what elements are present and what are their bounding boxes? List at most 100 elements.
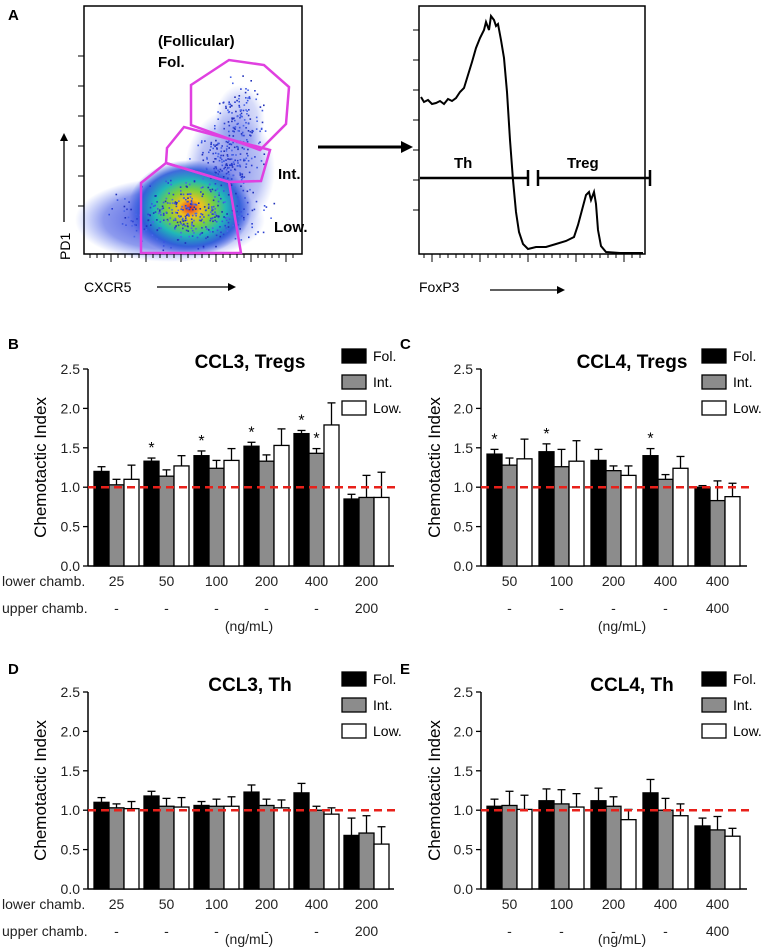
event-dot [212, 213, 214, 215]
event-dot [207, 236, 209, 238]
event-dot [191, 227, 193, 229]
event-dot [177, 222, 179, 224]
event-dot [247, 97, 249, 99]
event-dot [192, 230, 194, 232]
event-dot [238, 105, 240, 107]
event-dot [161, 208, 163, 210]
bar-int [259, 805, 274, 889]
lower-chamber-value: 25 [109, 896, 125, 912]
event-dot [228, 131, 230, 133]
event-dot [195, 228, 197, 230]
event-dot [218, 192, 220, 194]
event-dot [237, 162, 239, 164]
event-dot [192, 209, 194, 211]
bar-int [710, 830, 725, 889]
event-dot [201, 140, 203, 142]
event-dot [217, 156, 219, 158]
event-dot [183, 194, 185, 196]
event-dot [218, 201, 220, 203]
event-dot [247, 191, 249, 193]
event-dot [238, 224, 240, 226]
y-tick-label: 2.0 [454, 400, 474, 416]
event-dot [184, 225, 186, 227]
event-dot [233, 135, 235, 137]
upper-chamber-value: - [663, 923, 668, 939]
y-tick-label: 1.0 [61, 479, 81, 495]
event-dot [201, 227, 203, 229]
event-dot [234, 101, 236, 103]
event-dot [199, 216, 201, 218]
panel-letter-d: D [8, 661, 19, 678]
event-dot [247, 202, 249, 204]
bar-int [359, 497, 374, 566]
unit-label: (ng/mL) [598, 931, 646, 947]
event-dot [226, 148, 228, 150]
event-dot [266, 206, 268, 208]
event-dot [245, 166, 247, 168]
event-dot [243, 148, 245, 150]
y-axis-label: Chemotactic Index [425, 720, 444, 861]
event-dot [217, 111, 219, 113]
unit-label: (ng/mL) [598, 618, 646, 634]
event-dot [163, 250, 165, 252]
event-dot [124, 206, 126, 208]
event-dot [229, 164, 231, 166]
event-dot [216, 174, 218, 176]
bar-low [274, 808, 289, 889]
event-dot [234, 187, 236, 189]
event-dot [231, 164, 233, 166]
event-dot [153, 212, 155, 214]
event-dot [180, 232, 182, 234]
event-dot [264, 153, 266, 155]
bar-int [109, 485, 124, 566]
event-dot [214, 125, 216, 127]
event-dot [146, 229, 148, 231]
event-dot [160, 214, 162, 216]
event-dot [178, 200, 180, 202]
event-dot [185, 217, 187, 219]
event-dot [213, 206, 215, 208]
event-dot [228, 167, 230, 169]
event-dot [214, 170, 216, 172]
event-dot [232, 175, 234, 177]
event-dot [237, 116, 239, 118]
event-dot [240, 159, 242, 161]
event-dot [191, 204, 193, 206]
y-tick-label: 0.0 [454, 558, 474, 574]
event-dot [197, 237, 199, 239]
y-tick-label: 2.0 [454, 723, 474, 739]
event-dot [188, 215, 190, 217]
event-dot [187, 223, 189, 225]
event-dot [223, 190, 225, 192]
event-dot [252, 192, 254, 194]
bar-int [606, 806, 621, 889]
event-dot [260, 106, 262, 108]
y-tick-label: 0.5 [454, 519, 474, 535]
event-dot [227, 230, 229, 232]
event-dot [163, 214, 165, 216]
event-dot [212, 221, 214, 223]
y-axis-label: Chemotactic Index [31, 397, 50, 538]
event-dot [163, 245, 165, 247]
event-dot [223, 102, 225, 104]
event-dot [251, 223, 253, 225]
event-dot [231, 105, 233, 107]
event-dot [228, 174, 230, 176]
event-dot [131, 220, 133, 222]
gate-treg-label: Treg [567, 155, 599, 172]
event-dot [157, 229, 159, 231]
event-dot [213, 168, 215, 170]
lower-chamber-value: 200 [355, 573, 379, 589]
event-dot [241, 135, 243, 137]
event-dot [221, 147, 223, 149]
event-dot [230, 76, 232, 78]
event-dot [215, 213, 217, 215]
event-dot [257, 94, 259, 96]
event-dot [214, 211, 216, 213]
event-dot [237, 146, 239, 148]
event-dot [157, 208, 159, 210]
y-tick-label: 0.0 [61, 881, 81, 897]
chart-title: CCL3, Th [208, 675, 291, 696]
event-dot [254, 90, 256, 92]
event-dot [240, 174, 242, 176]
